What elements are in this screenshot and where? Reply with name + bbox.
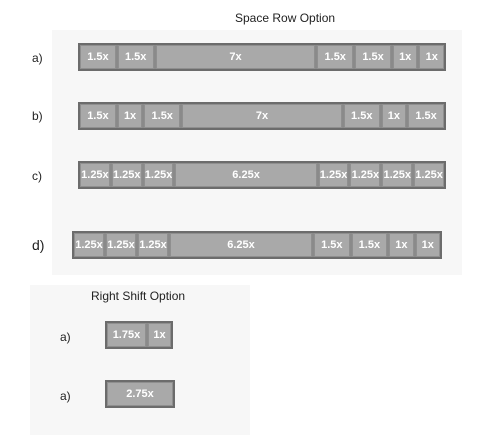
shift-row-2: 2.75x: [105, 380, 175, 408]
key-1_25x: 1.25x: [138, 233, 168, 257]
key-1x: 1x: [392, 45, 418, 69]
key-1_25x: 1.25x: [80, 163, 110, 187]
key-1_5x: 1.5x: [80, 104, 116, 128]
row-label-b: b): [32, 109, 43, 123]
row-label-a: a): [32, 51, 43, 65]
key-6_25x: 6.25x: [175, 163, 317, 187]
key-1_25x: 1.25x: [143, 163, 174, 187]
key-1_25x: 1.25x: [382, 163, 413, 187]
space-row-c: 1.25x 1.25x 1.25x 6.25x 1.25x 1.25x 1.25x 1.25x: [78, 161, 446, 189]
key-1_25x: 1.25x: [350, 163, 381, 187]
key-6_25x: 6.25x: [170, 233, 312, 257]
key-1x: 1x: [389, 233, 414, 257]
key-1_25x: 1.25x: [106, 233, 136, 257]
space-row-b: 1.5x 1x 1.5x 7x 1.5x 1x 1.5x: [78, 102, 446, 130]
right-shift-title: Right Shift Option: [91, 289, 186, 303]
key-2_75x: 2.75x: [107, 382, 173, 406]
key-1_5x: 1.5x: [80, 45, 116, 69]
key-1x: 1x: [419, 45, 444, 69]
space-row-title: Space Row Option: [235, 11, 336, 25]
row-label-d: d): [32, 237, 45, 253]
key-1_75x: 1.75x: [107, 323, 146, 347]
key-1_5x: 1.5x: [317, 45, 354, 69]
key-7x: 7x: [155, 45, 316, 69]
key-1_5x: 1.5x: [144, 104, 181, 128]
shift-label-1: a): [60, 330, 71, 344]
key-1_5x: 1.5x: [351, 233, 388, 257]
key-1_25x: 1.25x: [414, 163, 444, 187]
space-row-d: 1.25x 1.25x 1.25x 6.25x 1.5x 1.5x 1x 1x: [72, 231, 442, 259]
key-1x: 1x: [117, 104, 143, 128]
key-1x: 1x: [415, 233, 440, 257]
key-1x: 1x: [147, 323, 171, 347]
key-1_5x: 1.5x: [343, 104, 380, 128]
shift-label-2: a): [60, 389, 71, 403]
row-label-c: c): [32, 169, 42, 183]
space-row-a: 1.5x 1.5x 7x 1.5x 1.5x 1x 1x: [78, 43, 446, 71]
key-1x: 1x: [381, 104, 407, 128]
key-7x: 7x: [182, 104, 342, 128]
key-1_5x: 1.5x: [355, 45, 391, 69]
key-1_5x: 1.5x: [314, 233, 350, 257]
key-1_25x: 1.25x: [318, 163, 349, 187]
key-1_5x: 1.5x: [117, 45, 154, 69]
key-1_25x: 1.25x: [111, 163, 142, 187]
key-1_25x: 1.25x: [74, 233, 104, 257]
shift-row-1: 1.75x 1x: [105, 321, 173, 349]
shift-background: [30, 285, 250, 435]
key-1_5x: 1.5x: [408, 104, 444, 128]
